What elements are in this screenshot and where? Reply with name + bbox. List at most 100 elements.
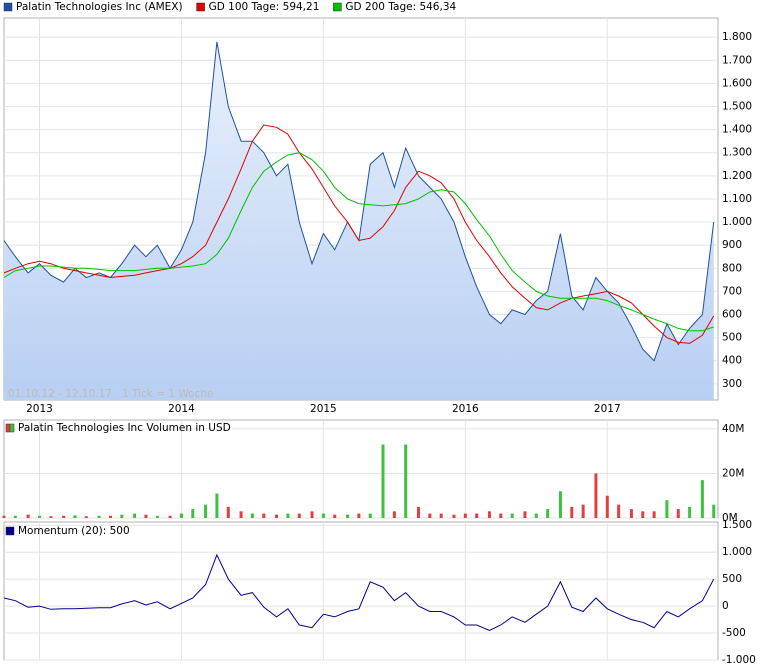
volume-bar xyxy=(144,514,148,518)
y-tick-label: 700 xyxy=(722,285,742,297)
x-tick-label: 2016 xyxy=(452,403,479,415)
legend-swatch xyxy=(333,2,342,12)
y-tick-label: 1.300 xyxy=(722,147,752,159)
y-tick-label: 1.700 xyxy=(722,54,752,66)
series-line xyxy=(3,124,715,344)
volume-bar xyxy=(617,504,621,518)
volume-bar xyxy=(13,515,17,518)
volume-bar xyxy=(275,514,279,518)
legend-swatch xyxy=(196,2,205,12)
y-tick-label: 800 xyxy=(722,262,742,274)
date-range-note: 01.10.12 - 12.10.17 1 Tick = 1 Woche xyxy=(8,388,213,400)
y-tick-label: 1.000 xyxy=(722,546,752,558)
volume-bar xyxy=(37,515,41,518)
volume-bar xyxy=(215,493,219,518)
volume-bar xyxy=(368,513,372,518)
legend-swatch xyxy=(9,423,15,433)
volume-bar xyxy=(239,511,243,518)
volume-bar xyxy=(463,513,467,518)
volume-bar xyxy=(665,500,669,518)
legend-label: Palatin Technologies Inc Volumen in USD xyxy=(18,422,231,434)
y-tick-label: 400 xyxy=(722,355,742,367)
volume-bar xyxy=(168,515,172,518)
volume-bar xyxy=(416,506,420,518)
volume-bar xyxy=(404,444,408,518)
volume-bar xyxy=(676,509,680,518)
volume-bar xyxy=(286,513,290,518)
y-tick-label: 0 xyxy=(722,600,729,612)
legend-swatch xyxy=(5,526,15,536)
volume-bar xyxy=(357,513,361,518)
volume-bar xyxy=(310,511,314,518)
volume-bar xyxy=(191,509,195,518)
volume-bar xyxy=(333,514,337,518)
legend-label: Palatin Technologies Inc (AMEX) xyxy=(16,1,183,13)
volume-bar xyxy=(321,513,325,518)
volume-bar xyxy=(594,473,598,518)
volume-bar xyxy=(605,495,609,518)
volume-bar xyxy=(558,491,562,518)
y-tick-label: 500 xyxy=(722,332,742,344)
y-tick-label: 1.600 xyxy=(722,77,752,89)
legend-label: Momentum (20): 500 xyxy=(18,525,130,537)
volume-bar xyxy=(120,514,124,518)
volume-bar xyxy=(523,511,527,518)
volume-bar xyxy=(700,480,704,518)
y-tick-label: -500 xyxy=(722,627,746,639)
volume-bar xyxy=(712,504,716,518)
legend-label: GD 200 Tage: 546,34 xyxy=(345,1,456,13)
volume-bar xyxy=(26,514,30,518)
legend-label: GD 100 Tage: 594,21 xyxy=(209,1,320,13)
y-tick-label: 500 xyxy=(722,573,742,585)
y-tick-label: 900 xyxy=(722,239,742,251)
price-area xyxy=(4,41,714,401)
volume-bar xyxy=(49,516,53,518)
volume-bar xyxy=(346,514,350,518)
series-line xyxy=(3,553,715,631)
panel-frame xyxy=(3,521,719,661)
x-tick-label: 2015 xyxy=(310,403,337,415)
panel-frame xyxy=(3,419,719,519)
volume-bar xyxy=(534,513,538,518)
volume-bar xyxy=(250,513,254,518)
volume-bar xyxy=(179,513,183,518)
y-tick-label: 1.200 xyxy=(722,170,752,182)
y-tick-label: 40M xyxy=(722,423,744,435)
volume-bar xyxy=(546,509,550,518)
y-tick-label: 1.500 xyxy=(722,519,752,531)
volume-bar xyxy=(475,513,479,518)
series-line xyxy=(3,152,714,332)
volume-bar xyxy=(381,444,385,518)
x-tick-label: 2013 xyxy=(26,403,53,415)
volume-bar xyxy=(204,504,208,518)
y-tick-label: 20M xyxy=(722,467,744,479)
y-tick-label: 300 xyxy=(722,378,742,390)
volume-bar xyxy=(262,513,266,518)
y-tick-label: 1.800 xyxy=(722,31,752,43)
x-tick-label: 2014 xyxy=(168,403,195,415)
volume-bar xyxy=(73,515,77,518)
volume-bar xyxy=(84,516,88,518)
y-tick-label: 1.400 xyxy=(722,124,752,136)
volume-bar xyxy=(581,504,585,518)
legend-swatch xyxy=(5,423,11,433)
x-tick-label: 2017 xyxy=(594,403,621,415)
volume-bar xyxy=(392,511,396,518)
volume-bar xyxy=(452,514,456,518)
volume-bar xyxy=(510,513,514,518)
volume-bar xyxy=(487,511,491,518)
volume-bar xyxy=(641,511,645,518)
volume-bar xyxy=(688,506,692,518)
volume-bar xyxy=(2,515,6,518)
volume-bar xyxy=(439,513,443,518)
y-tick-label: 0M xyxy=(722,512,738,524)
volume-bar xyxy=(155,515,159,518)
volume-bar xyxy=(62,515,66,518)
volume-bar xyxy=(428,513,432,518)
y-tick-label: 600 xyxy=(722,308,742,320)
volume-bar xyxy=(108,515,112,518)
volume-bar xyxy=(133,513,137,518)
volume-bar xyxy=(652,511,656,518)
volume-bar xyxy=(226,506,230,518)
